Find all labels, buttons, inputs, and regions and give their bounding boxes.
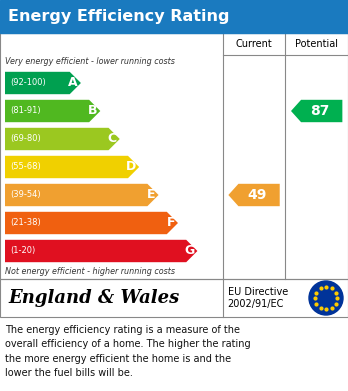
Text: EU Directive
2002/91/EC: EU Directive 2002/91/EC: [228, 287, 288, 309]
Text: Very energy efficient - lower running costs: Very energy efficient - lower running co…: [5, 57, 175, 66]
Text: 49: 49: [247, 188, 267, 202]
Text: E: E: [147, 188, 156, 201]
Text: (55-68): (55-68): [10, 163, 41, 172]
Text: (21-38): (21-38): [10, 219, 41, 228]
Text: D: D: [126, 160, 136, 174]
Text: (81-91): (81-91): [10, 106, 41, 115]
Text: F: F: [166, 217, 175, 230]
Text: England & Wales: England & Wales: [8, 289, 179, 307]
Text: G: G: [184, 244, 195, 258]
Polygon shape: [5, 156, 139, 178]
Text: (92-100): (92-100): [10, 79, 46, 88]
Bar: [0, 33, 348, 279]
Polygon shape: [5, 100, 100, 122]
Text: Not energy efficient - higher running costs: Not energy efficient - higher running co…: [5, 267, 175, 276]
Text: Current: Current: [236, 39, 272, 49]
Bar: [0, 279, 348, 317]
Polygon shape: [5, 212, 178, 234]
Polygon shape: [5, 128, 120, 150]
Bar: [0, 0, 348, 33]
Polygon shape: [228, 184, 280, 206]
Text: B: B: [88, 104, 97, 118]
Text: Potential: Potential: [295, 39, 338, 49]
Text: The energy efficiency rating is a measure of the
overall efficiency of a home. T: The energy efficiency rating is a measur…: [5, 325, 251, 378]
Polygon shape: [5, 184, 159, 206]
Text: Energy Efficiency Rating: Energy Efficiency Rating: [8, 9, 229, 24]
Text: (69-80): (69-80): [10, 135, 41, 143]
Circle shape: [309, 281, 343, 315]
Text: 87: 87: [310, 104, 330, 118]
Polygon shape: [5, 72, 81, 94]
Polygon shape: [291, 100, 342, 122]
Text: (39-54): (39-54): [10, 190, 41, 199]
Text: (1-20): (1-20): [10, 246, 35, 255]
Polygon shape: [5, 240, 197, 262]
Text: C: C: [108, 133, 117, 145]
Text: A: A: [68, 77, 78, 90]
